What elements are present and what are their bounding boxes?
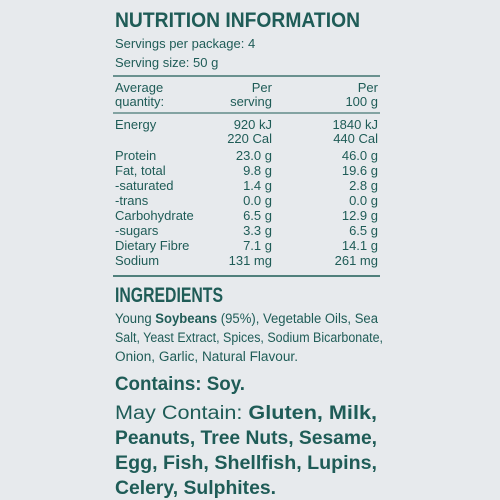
nutrient-value: 131 mg bbox=[229, 253, 272, 268]
nutrient-name: -sugars bbox=[115, 223, 159, 238]
nutrient-value: 220 Cal bbox=[227, 131, 272, 146]
contains: Contains: Soy. bbox=[115, 374, 245, 395]
nutrient-value: 440 Cal bbox=[333, 131, 378, 146]
ingredients-line: Salt, Yeast Extract, Spices, Sodium Bica… bbox=[115, 330, 383, 345]
table-header: Per bbox=[252, 80, 273, 95]
bold-text: Gluten, Milk, bbox=[248, 403, 377, 424]
nutrient-value: 14.1 g bbox=[342, 238, 378, 253]
nutrient-value: 6.5 g bbox=[349, 223, 378, 238]
nutrient-name: Protein bbox=[115, 148, 156, 163]
nutrient-name: -saturated bbox=[115, 178, 174, 193]
nutrient-value: 1840 kJ bbox=[332, 117, 378, 132]
nutrient-value: 920 kJ bbox=[234, 117, 272, 132]
ingredients-line: Young Soybeans (95%), Vegetable Oils, Se… bbox=[115, 311, 378, 326]
serving-size: Serving size: 50 g bbox=[115, 55, 218, 70]
servings-per-package: Servings per package: 4 bbox=[115, 36, 255, 51]
nutrient-value: 23.0 g bbox=[236, 148, 272, 163]
nutrient-value: 7.1 g bbox=[243, 238, 272, 253]
bold-text: Peanuts, Tree Nuts, Sesame, bbox=[115, 428, 377, 449]
table-header: 100 g bbox=[345, 94, 378, 109]
ingredients-line: Onion, Garlic, Natural Flavour. bbox=[115, 349, 298, 364]
bold-text: Soybeans bbox=[155, 311, 217, 326]
text: (95%), Vegetable Oils, Sea bbox=[217, 311, 378, 326]
nutrient-name: Sodium bbox=[115, 253, 159, 268]
may-contain-line: May Contain: Gluten, Milk, bbox=[115, 403, 377, 424]
may-contain-line: Celery, Sulphites. bbox=[115, 478, 276, 499]
table-header: Average bbox=[115, 80, 163, 95]
nutrient-name: Fat, total bbox=[115, 163, 166, 178]
nutrient-name: -trans bbox=[115, 193, 149, 208]
nutrient-value: 261 mg bbox=[335, 253, 378, 268]
nutrient-value: 46.0 g bbox=[342, 148, 378, 163]
nutrient-value: 0.0 g bbox=[243, 193, 272, 208]
nutrient-value: 1.4 g bbox=[243, 178, 272, 193]
may-contain-line: Egg, Fish, Shellfish, Lupins, bbox=[115, 453, 377, 474]
title: NUTRITION INFORMATION bbox=[115, 9, 360, 32]
text: May Contain: bbox=[115, 403, 248, 424]
table-header: Per bbox=[358, 80, 379, 95]
nutrient-value: 2.8 g bbox=[349, 178, 378, 193]
nutrient-value: 0.0 g bbox=[349, 193, 378, 208]
text: Salt, Yeast Extract, Spices, Sodium Bica… bbox=[115, 330, 383, 345]
text: Onion, Garlic, Natural Flavour. bbox=[115, 349, 298, 364]
nutrient-value: 12.9 g bbox=[342, 208, 378, 223]
nutrient-value: 3.3 g bbox=[243, 223, 272, 238]
table-header: quantity: bbox=[115, 94, 164, 109]
ingredients-heading: INGREDIENTS bbox=[115, 284, 223, 307]
nutrient-name: Dietary Fibre bbox=[115, 238, 189, 253]
nutrient-value: 6.5 g bbox=[243, 208, 272, 223]
nutrient-value: 9.8 g bbox=[243, 163, 272, 178]
bold-text: Egg, Fish, Shellfish, Lupins, bbox=[115, 453, 377, 474]
bold-text: Celery, Sulphites. bbox=[115, 478, 276, 499]
text: Young bbox=[115, 311, 155, 326]
nutrient-name: Energy bbox=[115, 117, 157, 132]
nutrient-value: 19.6 g bbox=[342, 163, 378, 178]
may-contain-line: Peanuts, Tree Nuts, Sesame, bbox=[115, 428, 377, 449]
nutrient-name: Carbohydrate bbox=[115, 208, 194, 223]
table-header: serving bbox=[230, 94, 272, 109]
